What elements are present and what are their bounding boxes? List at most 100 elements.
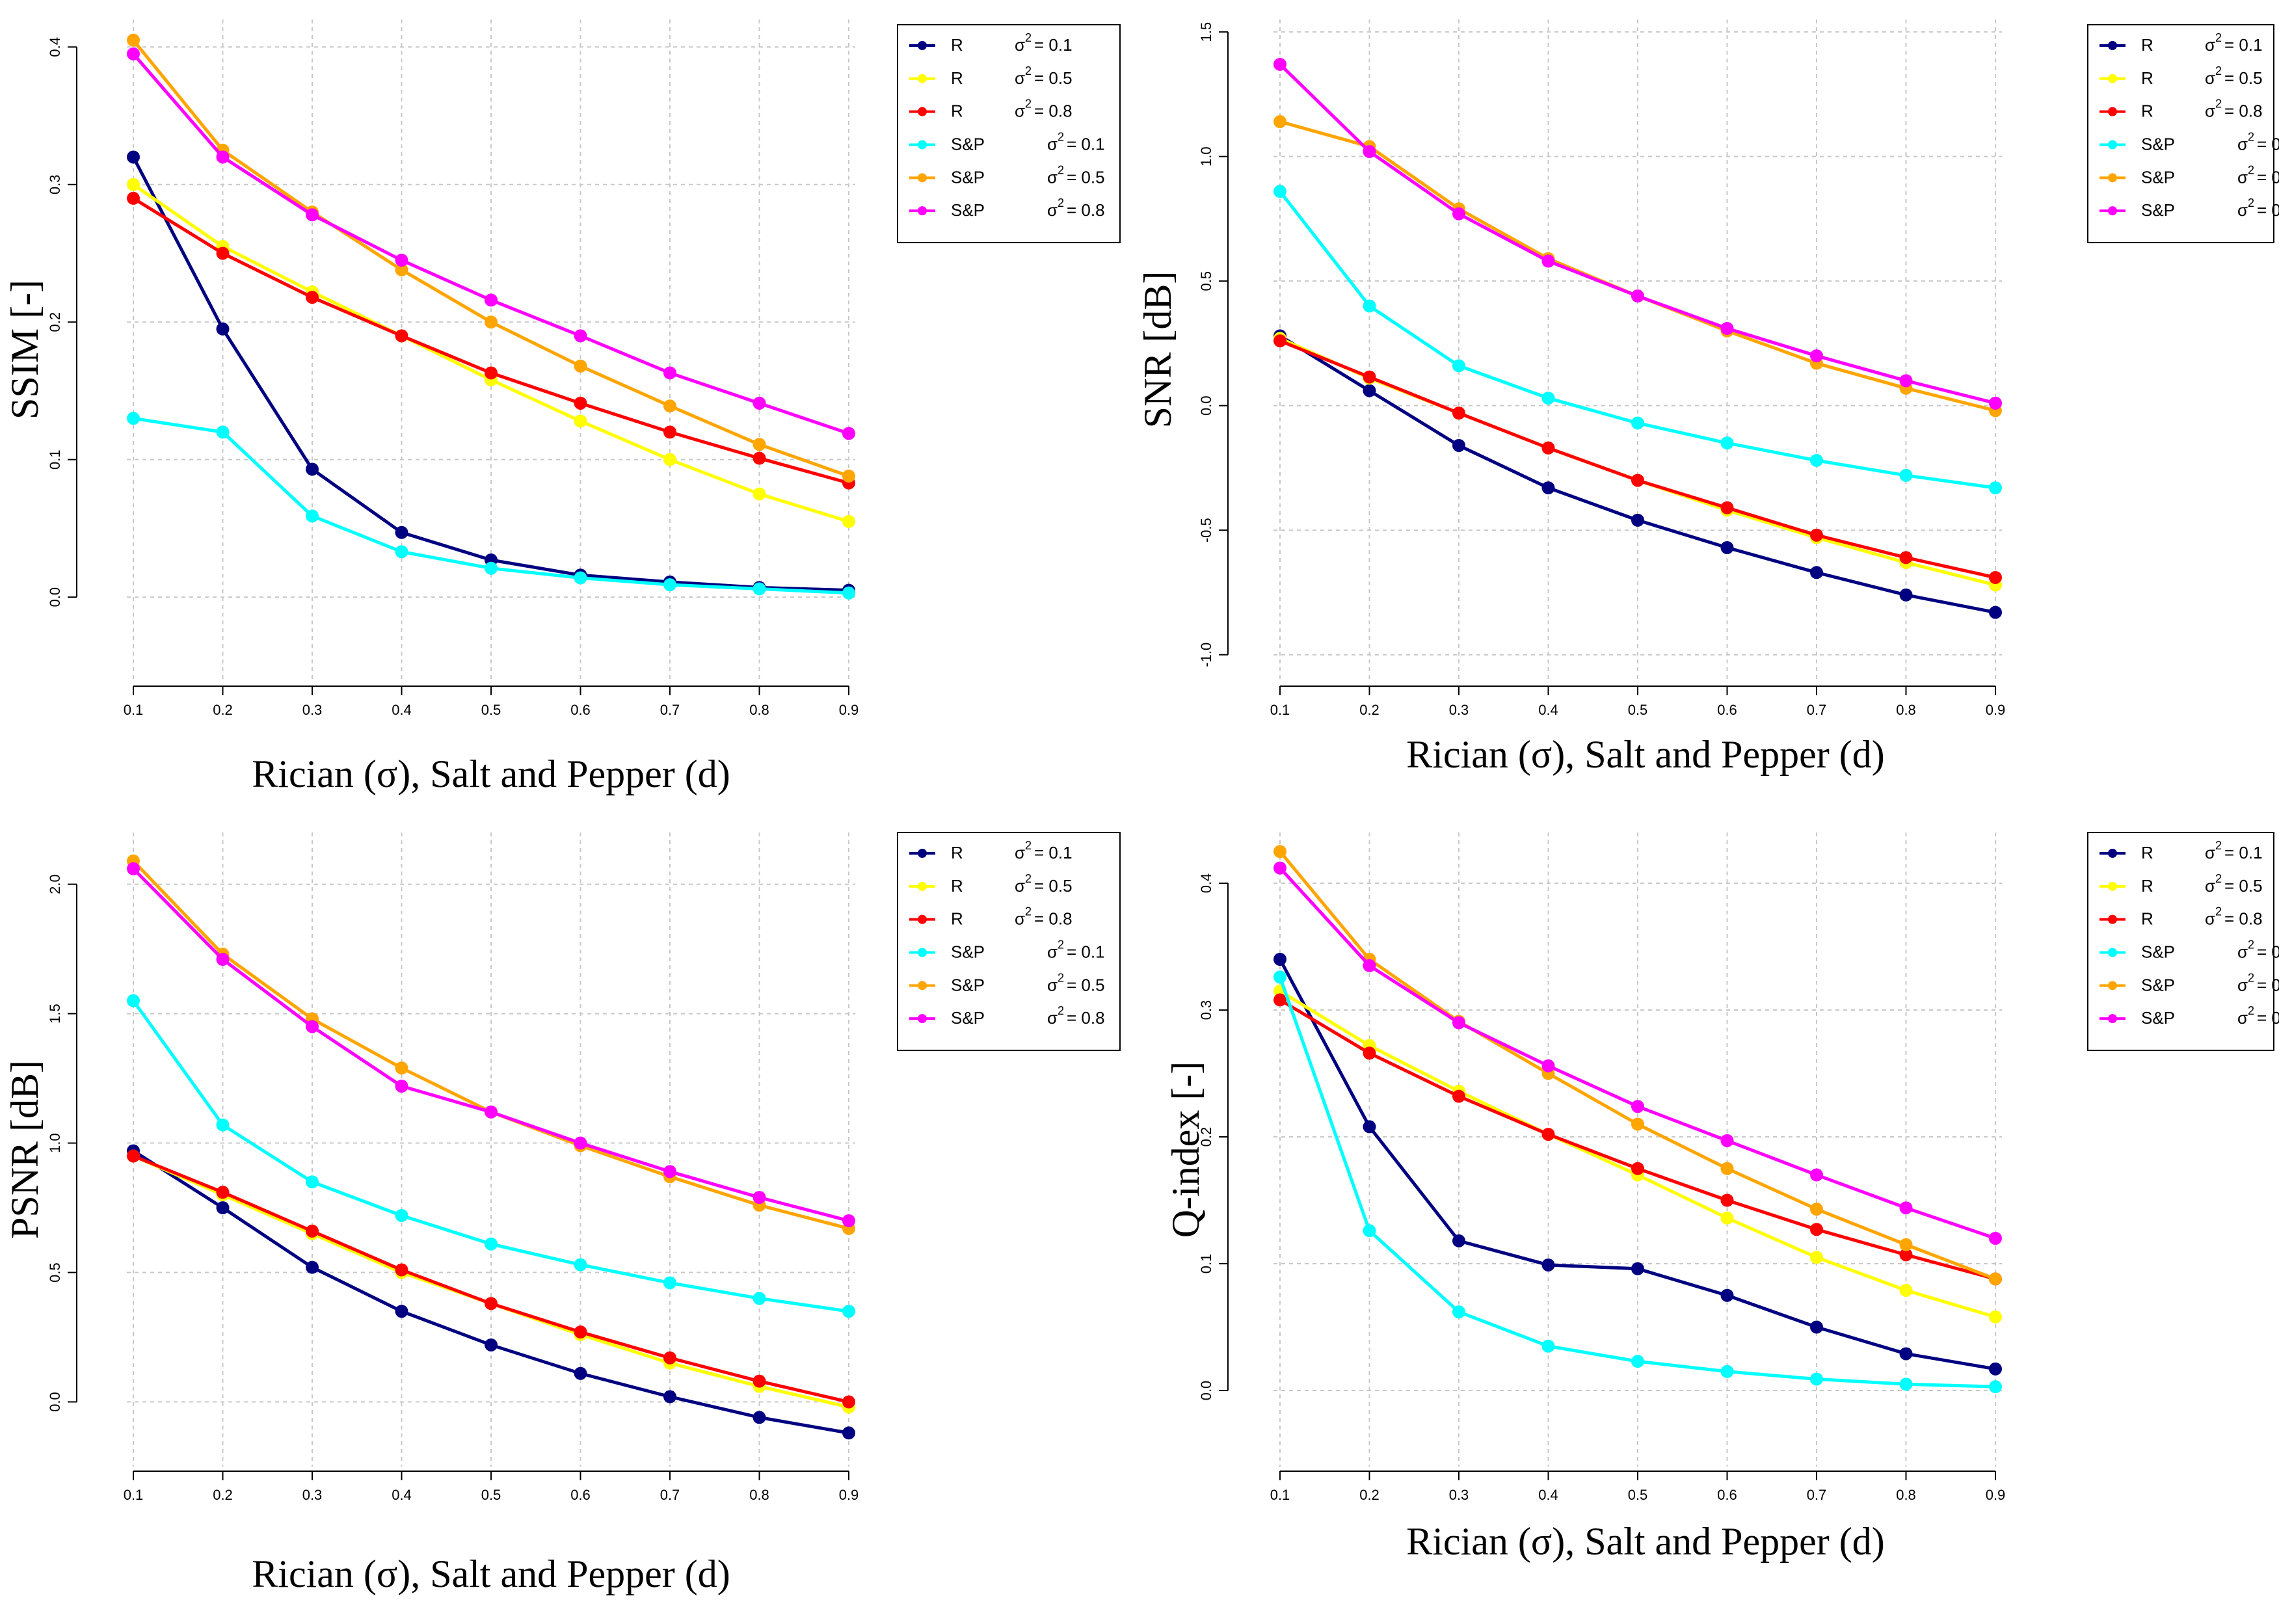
legend-marker — [918, 849, 927, 858]
x-tick-label: 0.5 — [1628, 1487, 1648, 1503]
x-tick-label: 0.1 — [124, 702, 144, 718]
legend-sigma-value: = 0.5 — [1067, 167, 1105, 187]
x-tick-label: 0.4 — [1538, 1487, 1558, 1503]
y-axis: 0.0 0.5 1.0 1.5 2.0 — [47, 874, 77, 1412]
x-tick-label: 0.1 — [124, 1487, 144, 1503]
y-tick-label: 2.0 — [47, 874, 63, 894]
data-point — [1989, 606, 2002, 619]
x-tick-label: 0.1 — [1270, 702, 1290, 718]
legend-sigma: σ — [2237, 942, 2248, 962]
y-tick-label: 0.1 — [1198, 1254, 1214, 1274]
x-tick-label: 0.5 — [1628, 702, 1648, 718]
data-point — [1989, 1272, 2002, 1286]
legend-marker — [918, 914, 927, 924]
data-point — [1989, 570, 2002, 584]
data-point — [1899, 1378, 1913, 1391]
legend-sigma-exponent: 2 — [2215, 64, 2222, 77]
data-point — [216, 1186, 230, 1199]
legend-sigma: σ — [2237, 167, 2248, 187]
data-point — [127, 994, 140, 1007]
data-point — [1631, 289, 1644, 303]
data-point — [1989, 481, 2002, 495]
data-point — [306, 1224, 319, 1238]
legend-sigma-value: = 0.8 — [2257, 200, 2279, 220]
data-point — [574, 359, 587, 373]
data-point — [1363, 959, 1376, 972]
data-point — [1541, 1258, 1555, 1271]
data-point — [1631, 1355, 1644, 1368]
legend-marker — [918, 140, 927, 150]
legend-sigma: σ — [1047, 200, 1058, 220]
legend-sigma-exponent: 2 — [2248, 163, 2254, 176]
legend-marker — [918, 73, 927, 83]
legend-type-label: S&P — [951, 942, 985, 962]
legend-sigma-exponent: 2 — [1058, 1004, 1064, 1017]
data-point — [1452, 1016, 1465, 1030]
data-point — [216, 425, 230, 439]
data-point — [1363, 299, 1376, 313]
data-point — [574, 414, 587, 428]
legend-type-label: R — [951, 68, 963, 88]
x-tick-label: 0.2 — [213, 1487, 233, 1503]
legend-entry: S&P σ2= 0.5 — [2099, 163, 2279, 187]
legend-sigma-exponent: 2 — [1058, 938, 1064, 952]
y-tick-label: 0.0 — [47, 587, 63, 607]
legend-sigma-exponent: 2 — [2248, 938, 2254, 952]
data-point — [1631, 1117, 1644, 1131]
legend-sigma: σ — [1015, 35, 1025, 55]
data-point — [574, 571, 587, 585]
legend-sigma-exponent: 2 — [1025, 839, 1032, 852]
legend-sigma-exponent: 2 — [1058, 196, 1064, 209]
legend-marker — [2108, 41, 2117, 50]
data-point — [485, 293, 498, 307]
y-axis: 0.0 0.1 0.2 0.3 0.4 — [47, 37, 77, 607]
legend-sigma: σ — [2205, 68, 2215, 88]
data-point — [1899, 588, 1913, 602]
data-point — [1899, 1283, 1913, 1297]
legend-type-label: S&P — [2141, 1008, 2175, 1028]
data-point — [1273, 970, 1286, 984]
data-point — [127, 191, 140, 205]
x-tick-label: 0.2 — [1359, 702, 1379, 718]
legend-box — [897, 832, 1121, 1051]
data-point — [1631, 473, 1644, 487]
legend-sigma-value: = 0.8 — [2257, 1008, 2279, 1028]
data-point — [1363, 384, 1376, 397]
y-tick-label: -1.0 — [1198, 643, 1214, 667]
legend-type-label: S&P — [951, 167, 985, 187]
legend-sigma-value: = 0.5 — [2224, 68, 2263, 88]
y-tick-label: 0.0 — [1198, 1381, 1214, 1401]
chart-qindex: 0.1 0.2 0.3 0.4 0.5 0.6 0.7 0.8 0.90.00.10.20.30… — [1164, 832, 2279, 1563]
legend-entry: S&P σ2= 0.8 — [2099, 196, 2279, 220]
data-point — [753, 451, 766, 465]
data-point — [306, 208, 319, 222]
x-tick-label: 0.4 — [392, 1487, 412, 1503]
legend-sigma-exponent: 2 — [2215, 905, 2222, 918]
legend-sigma-value: = 0.5 — [2224, 876, 2263, 896]
data-point — [1273, 115, 1286, 129]
legend-sigma-exponent: 2 — [1025, 872, 1032, 885]
legend-sigma-exponent: 2 — [1058, 163, 1064, 176]
y-tick-label: -0.5 — [1198, 518, 1214, 542]
legend-sigma-value: = 0.5 — [1034, 68, 1073, 88]
y-axis-title: Q-index [-] — [1164, 1061, 1207, 1238]
data-point — [842, 586, 855, 600]
y-tick-label: 1.5 — [47, 1004, 63, 1024]
x-axis: 0.1 0.2 0.3 0.4 0.5 0.6 0.7 0.8 0.9 — [124, 1471, 859, 1503]
data-point — [395, 329, 408, 343]
x-tick-label: 0.8 — [749, 1487, 769, 1503]
data-point — [395, 1305, 408, 1318]
x-tick-label: 0.6 — [570, 1487, 591, 1503]
data-point — [395, 1080, 408, 1093]
chart-psnr: 0.1 0.2 0.3 0.4 0.5 0.6 0.7 0.8 0.9 0.0 0.5 1.0 1.5 2… — [3, 832, 1121, 1595]
series-line — [132, 183, 849, 524]
